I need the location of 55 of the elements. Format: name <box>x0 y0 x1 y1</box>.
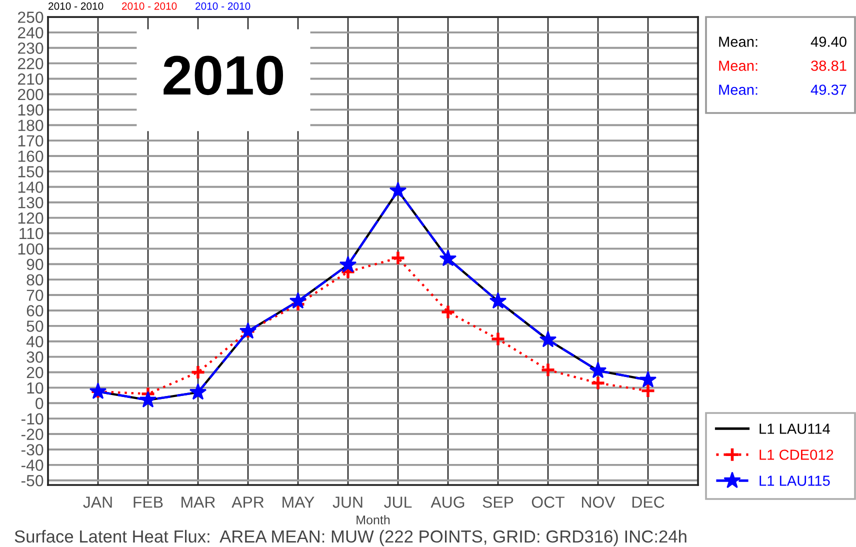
y-tick-label: 10 <box>27 382 44 394</box>
x-tick-label: DEC <box>632 496 664 508</box>
y-tick-label: -50 <box>21 475 44 486</box>
y-tick-label: 100 <box>18 243 44 255</box>
y-tick-label: 210 <box>18 73 44 85</box>
text: Mean: 49.37 <box>719 84 846 95</box>
y-tick-label: 250 <box>18 12 44 23</box>
x-tick-label: JAN <box>83 496 112 508</box>
y-tick-label: -20 <box>21 428 44 440</box>
x-tick-label: APR <box>232 496 264 508</box>
y-tick-label: 220 <box>18 58 44 70</box>
y-tick-label: 180 <box>18 120 44 132</box>
text: 2010 - 2010 <box>122 2 177 10</box>
x-tick-label: OCT <box>532 496 564 508</box>
y-tick-label: 60 <box>26 305 44 316</box>
y-tick-label: -30 <box>21 444 44 456</box>
y-tick-label: 40 <box>26 336 44 348</box>
y-tick-label: 90 <box>26 258 44 270</box>
x-tick-label: NOV <box>582 496 616 508</box>
y-tick-label: 150 <box>18 166 44 178</box>
legend-label: L1 LAU115 <box>760 476 830 486</box>
text: Surface Latent Heat Flux: AREA MEAN: MUW (222 POINTS, GRID: GRD316) INC:24h <box>14 530 686 546</box>
x-tick-label: AUG <box>430 496 464 508</box>
legend-label: L1 LAU114 <box>760 424 830 434</box>
y-tick-label: 200 <box>18 88 44 100</box>
legend-label: L1 CDE012 <box>760 450 834 460</box>
y-tick-label: 160 <box>18 150 44 162</box>
y-tick-label: 20 <box>26 366 44 378</box>
text: 2010 - 2010 <box>48 2 104 10</box>
y-tick-label: -10 <box>21 413 44 425</box>
y-tick-label: 80 <box>26 274 44 286</box>
text: Mean: 49.40 <box>719 36 846 47</box>
x-tick-label: JUL <box>384 496 412 508</box>
y-tick-label: 130 <box>18 196 44 208</box>
y-tick-label: 230 <box>18 42 44 54</box>
y-tick-label: 0 <box>36 398 44 410</box>
x-tick-label: JUN <box>332 496 362 508</box>
x-tick-label: MAY <box>282 496 314 508</box>
y-tick-label: 50 <box>26 320 44 332</box>
x-axis-title: Month <box>356 515 390 524</box>
text: 2010 <box>164 56 284 96</box>
text: Mean: 38.81 <box>719 60 846 71</box>
y-tick-label: 110 <box>20 228 44 240</box>
x-tick-label: FEB <box>134 496 163 508</box>
y-tick-label: 30 <box>26 351 44 363</box>
y-tick-label: 120 <box>18 212 44 224</box>
x-tick-label: SEP <box>482 496 514 508</box>
text: 2010 - 2010 <box>196 2 250 10</box>
y-tick-label: 70 <box>26 290 44 301</box>
y-tick-label: 190 <box>18 104 44 116</box>
y-tick-label: 170 <box>18 135 44 147</box>
y-tick-label: 240 <box>18 27 44 38</box>
y-tick-label: -40 <box>21 460 44 471</box>
y-tick-label: 140 <box>18 182 44 193</box>
x-tick-label: MAR <box>182 496 216 508</box>
